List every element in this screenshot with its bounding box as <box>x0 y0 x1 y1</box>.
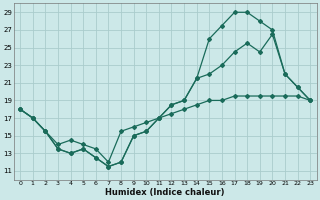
X-axis label: Humidex (Indice chaleur): Humidex (Indice chaleur) <box>106 188 225 197</box>
